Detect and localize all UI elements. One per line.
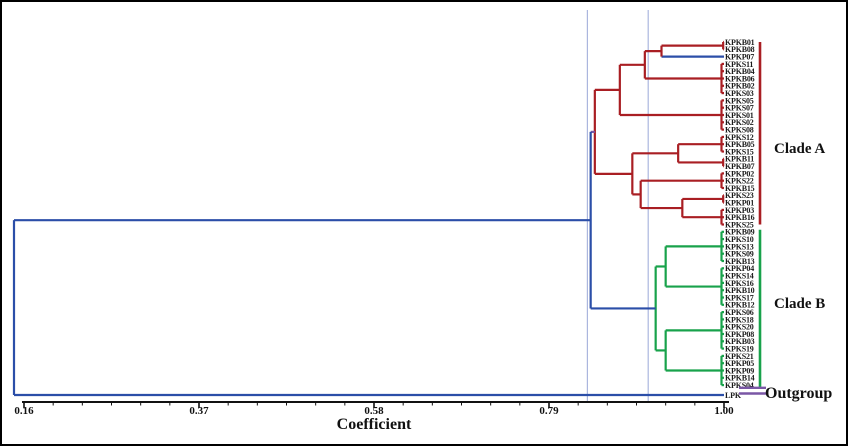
leaf-label: KPKP04	[725, 264, 754, 273]
leaf-label: KPKB01	[725, 38, 755, 47]
leaf-label: KPKP05	[725, 359, 754, 368]
clade-b-label: Clade B	[774, 296, 826, 312]
leaf-label: KPKP08	[725, 330, 754, 339]
leaf-label: KPKS14	[725, 272, 754, 281]
leaf-label: KPKB14	[725, 374, 755, 383]
leaf-label: KPKB08	[725, 45, 755, 54]
leaf-label: KPKB13	[725, 257, 755, 266]
leaf-label: KPKS04	[725, 381, 754, 390]
leaf-label: KPKS03	[725, 89, 754, 98]
leaf-label: KPKP02	[725, 169, 754, 178]
outgroup-label: Outgroup	[765, 385, 833, 402]
leaf-label: KPKP03	[725, 206, 754, 215]
leaf-label: KPKS16	[725, 279, 754, 288]
leaf-label: KPKS09	[725, 250, 754, 259]
outgroup-leaf-label: LPK	[725, 391, 742, 400]
leaf-label: KPKS25	[725, 220, 754, 229]
leaf-label: KPKS20	[725, 323, 754, 332]
leaf-label: KPKB09	[725, 228, 755, 237]
leaf-label: KPKS07	[725, 104, 754, 113]
leaf-label: KPKB07	[725, 162, 755, 171]
x-axis-tick-label: 0.79	[539, 405, 559, 417]
leaf-label: KPKB05	[725, 140, 755, 149]
leaf-label: KPKB15	[725, 184, 755, 193]
leaf-label: KPKS23	[725, 191, 754, 200]
leaf-label: KPKB11	[725, 155, 754, 164]
leaf-label: KPKS18	[725, 315, 754, 324]
x-axis-tick-label: 0.37	[189, 405, 209, 417]
leaf-label: KPKP07	[725, 53, 754, 62]
leaf-label: KPKS12	[725, 133, 754, 142]
leaf-label: KPKB06	[725, 74, 755, 83]
leaf-label: KPKS08	[725, 126, 754, 135]
x-axis-title: Coefficient	[336, 416, 412, 433]
leaf-label: KPKS21	[725, 352, 754, 361]
x-axis-tick-label: 0.58	[364, 405, 384, 417]
leaf-label: KPKB10	[725, 286, 755, 295]
leaf-label: KPKS22	[725, 177, 754, 186]
leaf-label: KPKB16	[725, 213, 755, 222]
clade-a-label: Clade A	[774, 141, 826, 157]
x-axis-tick-label: 1.00	[714, 405, 734, 417]
leaf-label: KPKS13	[725, 242, 754, 251]
leaf-label: KPKS05	[725, 96, 754, 105]
leaf-label: KPKB02	[725, 82, 755, 91]
leaf-label: KPKS10	[725, 235, 754, 244]
leaf-label: KPKS11	[725, 60, 753, 69]
leaf-label: KPKS02	[725, 118, 754, 127]
leaf-label: KPKS01	[725, 111, 754, 120]
leaf-label: KPKB03	[725, 337, 755, 346]
x-axis-tick-label: 0.16	[14, 405, 34, 417]
leaf-label: KPKB04	[725, 67, 755, 76]
leaf-label: KPKB12	[725, 301, 755, 310]
leaf-label: KPKS06	[725, 308, 754, 317]
leaf-label: KPKS17	[725, 293, 754, 302]
leaf-label: KPKS15	[725, 147, 754, 156]
leaf-label: KPKS19	[725, 345, 754, 354]
leaf-label: KPKP01	[725, 199, 754, 208]
leaf-label: KPKP09	[725, 366, 754, 375]
